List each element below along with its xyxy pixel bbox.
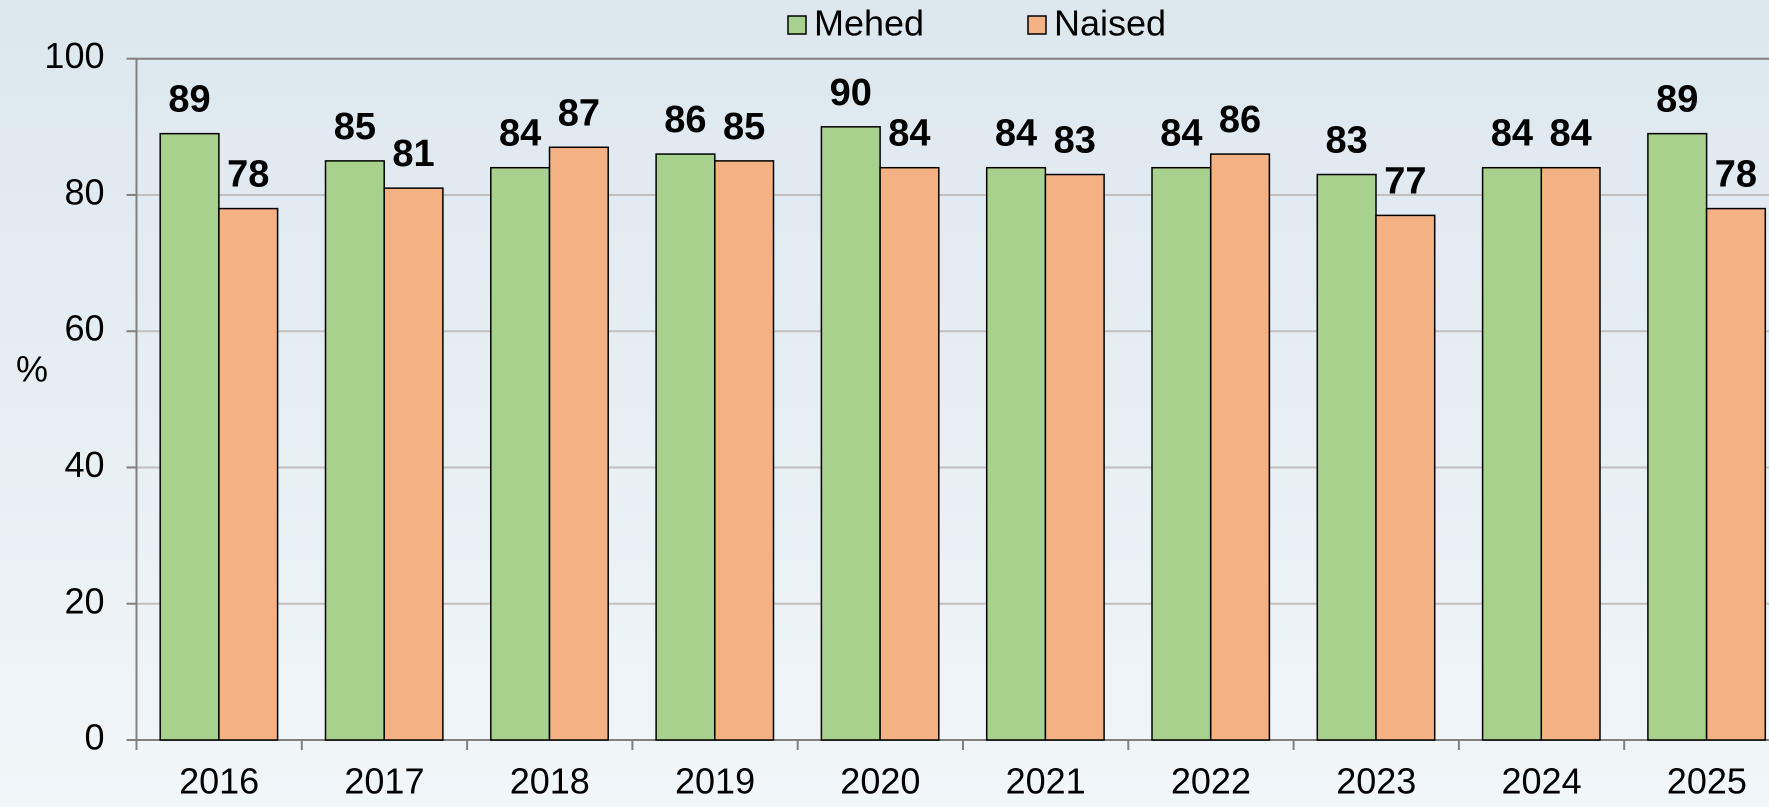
bar [324,160,385,741]
x-tick-label: 2021 [1006,761,1086,802]
x-tick-label: 2020 [840,761,920,802]
data-label: 89 [168,79,210,121]
data-label: 85 [334,106,376,148]
legend-swatch [787,15,807,35]
data-label: 86 [1219,99,1261,141]
data-label: 84 [1491,113,1533,155]
legend-label: Naised [1054,3,1166,44]
y-tick-label: 80 [64,171,104,212]
data-label: 87 [558,92,600,134]
bar [820,126,881,741]
y-axis-label: % [16,349,48,390]
bar [655,153,716,741]
bar [1647,132,1708,741]
data-label: 84 [995,113,1037,155]
x-tick-label: 2018 [510,761,590,802]
bar [1151,166,1212,741]
bar [218,207,279,741]
bar [490,166,551,741]
y-tick-label: 20 [64,580,104,621]
bar [1540,166,1601,741]
data-label: 84 [888,113,930,155]
bar [548,146,609,741]
bar [1481,166,1543,741]
data-label: 78 [227,154,269,196]
data-label: 86 [664,99,706,141]
bar [1044,173,1105,741]
data-label: 89 [1656,79,1698,121]
y-tick-label: 100 [44,35,104,76]
data-label: 81 [392,133,434,175]
data-label: 84 [1550,113,1592,155]
x-tick-label: 2016 [179,761,259,802]
data-label: 84 [1160,113,1202,155]
bar [879,166,940,741]
bar [1209,153,1271,741]
x-tick-label: 2017 [344,761,424,802]
x-tick-label: 2024 [1502,761,1582,802]
data-label: 77 [1384,160,1426,202]
x-tick-label: 2022 [1171,761,1251,802]
x-tick-label: 2019 [675,761,755,802]
data-label: 83 [1326,120,1368,162]
bar [159,132,220,741]
y-tick-label: 60 [64,308,104,349]
legend-label: Mehed [814,3,924,44]
data-label: 83 [1054,120,1096,162]
legend-swatch [1027,15,1047,35]
data-label: 90 [830,72,872,114]
bar [1705,207,1767,741]
bar [714,160,775,741]
bar [1316,173,1377,741]
bar [383,187,444,741]
y-tick-label: 40 [64,444,104,485]
bar [1375,214,1436,741]
x-tick-label: 2023 [1336,761,1416,802]
y-tick-label: 0 [84,717,104,758]
data-label: 78 [1715,154,1757,196]
x-tick-label: 2025 [1667,761,1747,802]
data-label: 85 [723,106,765,148]
bar [985,166,1047,741]
data-label: 84 [499,113,541,155]
